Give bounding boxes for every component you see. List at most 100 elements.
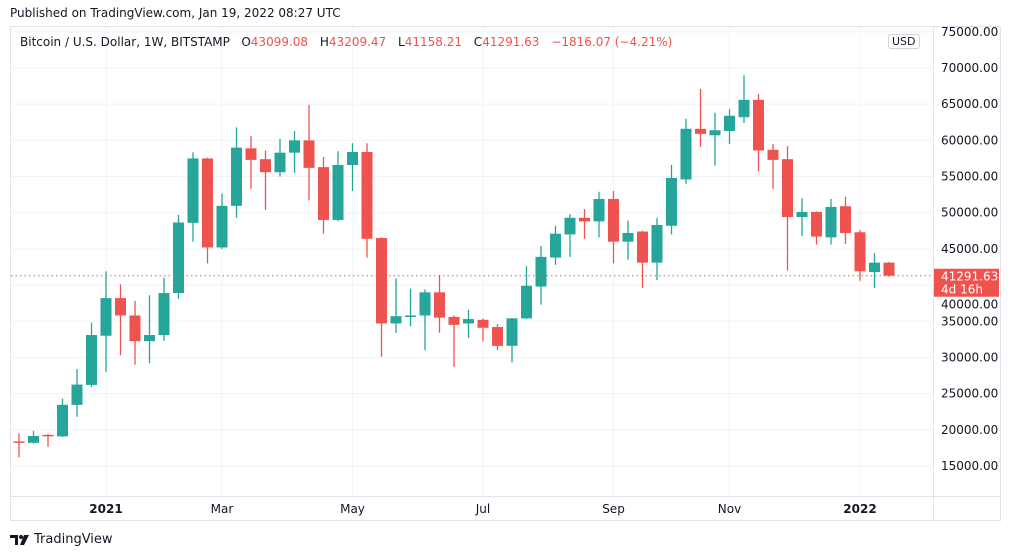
candle-body-up[interactable] (506, 318, 518, 346)
last-price-badge (934, 268, 999, 297)
low-label: L (398, 35, 405, 49)
candle-body-up[interactable] (724, 115, 735, 131)
candle-body-up[interactable] (28, 435, 39, 443)
candle-body-down[interactable] (361, 151, 373, 239)
candle-body-down[interactable] (782, 159, 793, 218)
symbol-legend: Bitcoin / U.S. Dollar, 1W, BITSTAMP O430… (20, 35, 680, 49)
candle-body-down[interactable] (448, 316, 460, 325)
candle-body-up[interactable] (57, 404, 68, 437)
price-tick-label: 65000.00 (941, 97, 998, 111)
time-tick-label: Nov (718, 502, 741, 516)
candle-body-down[interactable] (42, 434, 54, 437)
open-value: 43099.08 (250, 35, 309, 49)
candle-body-up[interactable] (173, 222, 184, 294)
time-tick-label: May (340, 502, 365, 516)
candle-body-up[interactable] (100, 298, 112, 336)
high-label: H (319, 35, 329, 49)
candle-body-up[interactable] (187, 158, 199, 223)
candle-body-up[interactable] (289, 140, 300, 153)
candle-body-up[interactable] (274, 152, 286, 173)
candle-body-down[interactable] (376, 238, 387, 324)
candle-body-down[interactable] (579, 217, 590, 222)
price-tick-label: 25000.00 (941, 387, 998, 401)
candle-body-down[interactable] (854, 232, 866, 272)
candle-body-up[interactable] (231, 147, 242, 206)
candle-body-down[interactable] (303, 140, 315, 168)
candle-body-up[interactable] (651, 225, 663, 263)
candle-body-up[interactable] (347, 151, 358, 165)
open-label: O (241, 35, 251, 49)
candle-body-down[interactable] (434, 292, 445, 318)
candle-body-down[interactable] (637, 231, 648, 263)
published-caption: Published on TradingView.com, Jan 19, 20… (10, 6, 341, 20)
candle-body-up[interactable] (738, 99, 750, 118)
price-tick-label: 15000.00 (941, 459, 998, 473)
candle-body-up[interactable] (593, 198, 605, 222)
candle-body-down[interactable] (767, 149, 779, 160)
close-label: C (473, 35, 483, 49)
candle-body-up[interactable] (390, 316, 402, 324)
candle-body-up[interactable] (869, 262, 880, 273)
candle-body-up[interactable] (216, 205, 228, 248)
candle-body-down[interactable] (608, 198, 619, 242)
price-tick-label: 30000.00 (941, 350, 998, 364)
candle-body-up[interactable] (419, 292, 431, 316)
time-tick-label: Jul (475, 502, 490, 516)
change-value: −1816.07 (−4.21%) (551, 35, 673, 49)
candle-body-down[interactable] (129, 315, 141, 342)
candle-body-up[interactable] (825, 206, 837, 238)
time-tick-label: 2022 (843, 502, 876, 516)
time-tick-label: Mar (211, 502, 234, 516)
tradingview-logo-icon (10, 534, 29, 545)
chart-frame[interactable]: 75000.00 70000.00 65000.00 60000.00 55000.00… (10, 26, 1001, 521)
candle-body-up[interactable] (71, 384, 83, 405)
candle-body-down[interactable] (115, 298, 126, 316)
candle-body-down[interactable] (477, 319, 489, 328)
candle-body-up[interactable] (622, 232, 634, 242)
candle-body-up[interactable] (463, 319, 474, 324)
candle-body-up[interactable] (86, 335, 97, 385)
candle-body-down[interactable] (492, 327, 503, 346)
candle-body-down[interactable] (840, 206, 851, 233)
high-value: 43209.47 (328, 35, 387, 49)
candle-body-up[interactable] (332, 164, 344, 220)
price-tick-label: 35000.00 (941, 314, 998, 328)
candle-body-up[interactable] (535, 256, 547, 287)
last-price-label: 41291.63 (941, 270, 998, 284)
footer-brand[interactable]: TradingView (10, 532, 113, 547)
symbol-title: Bitcoin / U.S. Dollar, 1W, BITSTAMP (20, 35, 230, 49)
close-value: 41291.63 (482, 35, 540, 49)
price-tick-label: 20000.00 (941, 423, 998, 437)
candle-body-up[interactable] (158, 293, 170, 336)
time-tick-label: 2021 (89, 502, 122, 516)
candle-body-up[interactable] (680, 128, 692, 180)
candle-body-down[interactable] (260, 159, 271, 173)
candle-body-down[interactable] (811, 211, 822, 237)
candle-body-down[interactable] (753, 99, 764, 151)
candle-body-up[interactable] (666, 177, 677, 226)
price-tick-label: 55000.00 (941, 170, 998, 184)
candle-body-up[interactable] (796, 211, 808, 218)
currency-button[interactable]: USD (888, 34, 920, 49)
bar-countdown-label: 4d 16h (941, 283, 983, 297)
price-tick-label: 50000.00 (941, 206, 998, 220)
price-tick-label: 75000.00 (941, 27, 998, 39)
price-tick-label: 70000.00 (941, 61, 998, 75)
candle-body-down[interactable] (245, 148, 257, 160)
candle-body-down[interactable] (202, 158, 213, 248)
candle-body-up[interactable] (550, 233, 561, 258)
price-tick-label: 40000.00 (941, 298, 998, 312)
candle-body-up[interactable] (144, 335, 155, 342)
candle-body-down[interactable] (13, 441, 25, 443)
brand-name: TradingView (34, 532, 113, 547)
price-tick-label: 60000.00 (941, 133, 998, 147)
candle-body-up[interactable] (521, 285, 532, 319)
candle-body-down[interactable] (318, 167, 329, 220)
candle-body-down[interactable] (883, 262, 895, 276)
candlestick-chart[interactable]: 75000.00 70000.00 65000.00 60000.00 55000.00… (11, 27, 1001, 521)
time-tick-label: Sep (602, 502, 625, 516)
candle-body-up[interactable] (709, 130, 721, 136)
candle-body-up[interactable] (564, 217, 576, 235)
candle-body-down[interactable] (695, 128, 706, 134)
candle-body-up[interactable] (405, 315, 416, 317)
